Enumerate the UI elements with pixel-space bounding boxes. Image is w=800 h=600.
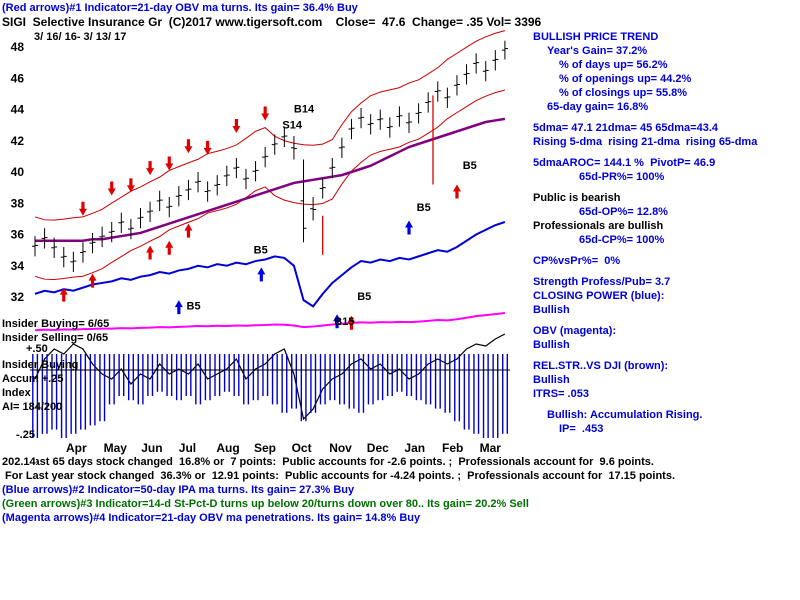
x-axis-month-label: Jan [404, 441, 425, 455]
x-axis-month-label: Jun [141, 441, 162, 455]
red-up-arrow [165, 240, 174, 255]
x-axis-month-label: Mar [480, 441, 502, 455]
red-down-arrow [146, 161, 155, 176]
y-axis-tick-label: 46 [11, 71, 25, 85]
x-axis-month-label: Sep [254, 441, 276, 455]
stat-line: % of days up= 56.2% [559, 59, 668, 71]
indicator4-line: (Magenta arrows)#4 Indicator=21-day OBV … [2, 512, 421, 524]
stat-line: 65-day gain= 16.8% [547, 101, 649, 113]
red-down-arrow [107, 181, 116, 196]
stat-line: Bullish [533, 304, 570, 316]
x-axis-month-label: May [104, 441, 128, 455]
indicator3-line: (Green arrows)#3 Indicator=14-d St-Pct-D… [2, 498, 529, 510]
blue-up-arrow [174, 300, 183, 315]
y-axis-tick-label: 44 [11, 103, 25, 117]
red-up-arrow [146, 245, 155, 260]
stat-line: CLOSING POWER (blue): [533, 290, 665, 302]
red-down-arrow [203, 140, 212, 155]
stat-line: Public is bearish [533, 192, 621, 204]
stat-line: Rising 5-dma rising 21-dma rising 65-dma [533, 136, 758, 148]
x-axis-month-label: Feb [442, 441, 463, 455]
chart-annotation: B14 [294, 104, 315, 116]
stat-line: BULLISH PRICE TREND [533, 31, 659, 43]
y-axis-tick-label: 42 [11, 134, 25, 148]
stats-65day-line: For Last 65 days stock changed 16.8% or … [6, 456, 654, 468]
red-up-arrow [88, 273, 97, 288]
x-axis-month-label: Nov [329, 441, 352, 455]
stat-line: 5dmaAROC= 144.1 % PivotP= 46.9 [533, 157, 716, 169]
stat-line: Year's Gain= 37.2% [547, 45, 648, 57]
chart-annotation: B15 [334, 316, 354, 328]
stat-line: 65d-PR%= 100% [579, 171, 665, 183]
x-axis-month-label: Apr [66, 441, 87, 455]
insider-buying-count-label: Insider Buying= 6/65 [2, 318, 110, 330]
red-up-arrow [184, 223, 193, 238]
stat-line: Bullish [533, 374, 570, 386]
y-axis-tick-label: 36 [11, 228, 25, 242]
y-axis-tick-label: 34 [11, 259, 25, 273]
y-axis-tick-label: 40 [11, 165, 25, 179]
indicator1-header: (Red arrows)#1 Indicator=21-day OBV ma t… [2, 2, 358, 14]
red-up-arrow [452, 184, 461, 199]
stat-line: Bullish: Accumulation Rising. [547, 409, 703, 421]
indicator2-line: (Blue arrows)#2 Indicator=50-day IPA ma … [2, 484, 355, 496]
insider-selling-count-label: Insider Selling= 0/65 [2, 332, 109, 344]
chart-annotation: B5 [463, 160, 477, 172]
stat-line: OBV (magenta): [533, 325, 617, 337]
y-axis-tick-label: 32 [11, 290, 25, 304]
chart-annotation: B5 [417, 202, 431, 214]
accum-plus25-label: Accum +.25 [2, 373, 64, 385]
accum-scale-plus50-label: +.50 [26, 343, 48, 355]
red-up-arrow [347, 315, 356, 330]
ai-value-label: AI= 184/200 [2, 401, 63, 413]
red-down-arrow [78, 201, 87, 216]
stat-line: 65d-OP%= 12.8% [579, 206, 668, 218]
accum-scale-minus25-label: -.25 [16, 429, 35, 441]
chart-annotation: B5 [254, 244, 268, 256]
red-down-arrow [232, 118, 241, 133]
blue-up-arrow [333, 314, 342, 329]
title-line: SIGI Selective Insurance Gr (C)2017 www.… [2, 15, 542, 29]
red-down-arrow [126, 178, 135, 193]
x-axis-month-label: Jul [179, 441, 196, 455]
stat-line: Professionals are bullish [533, 220, 664, 232]
stat-line: IP= .453 [559, 423, 604, 435]
red-down-arrow [261, 106, 270, 121]
x-axis-month-label: Oct [292, 441, 312, 455]
red-up-arrow [59, 287, 68, 302]
chart-annotation: B5 [357, 291, 371, 303]
stat-line: ITRS= .053 [533, 388, 589, 400]
stats-year-line: For Last year stock changed 36.3% or 12.… [2, 470, 676, 482]
blue-up-arrow [405, 220, 414, 235]
stat-line: REL.STR..VS DJI (brown): [533, 360, 669, 372]
y-axis-tick-label: 48 [11, 40, 25, 54]
red-down-arrow [165, 156, 174, 171]
chart-annotation: B5 [187, 301, 201, 313]
stat-line: Strength Profess/Pub= 3.7 [533, 276, 671, 288]
stat-line: 65d-CP%= 100% [579, 234, 665, 246]
y-axis-tick-label: 38 [11, 196, 25, 210]
stat-line: % of closings up= 55.8% [559, 87, 688, 99]
x-axis-month-label: Dec [367, 441, 389, 455]
stat-line: % of openings up= 44.2% [559, 73, 692, 85]
stat-line: 5dma= 47.1 21dma= 45 65dma=43.4 [533, 122, 718, 134]
insider-buying-label: Insider Buying [2, 359, 79, 371]
blue-up-arrow [257, 267, 266, 282]
date-range: 3/ 16/ 16- 3/ 13/ 17 [34, 31, 127, 43]
stat-line: CP%vsPr%= 0% [533, 255, 621, 267]
red-down-arrow [184, 139, 193, 154]
chart-annotation: S14 [282, 119, 302, 131]
index-label: Index [2, 387, 31, 399]
stat-line: Bullish [533, 339, 570, 351]
overlay-value-label: 202.14 [2, 456, 36, 468]
x-axis-month-label: Aug [216, 441, 239, 455]
